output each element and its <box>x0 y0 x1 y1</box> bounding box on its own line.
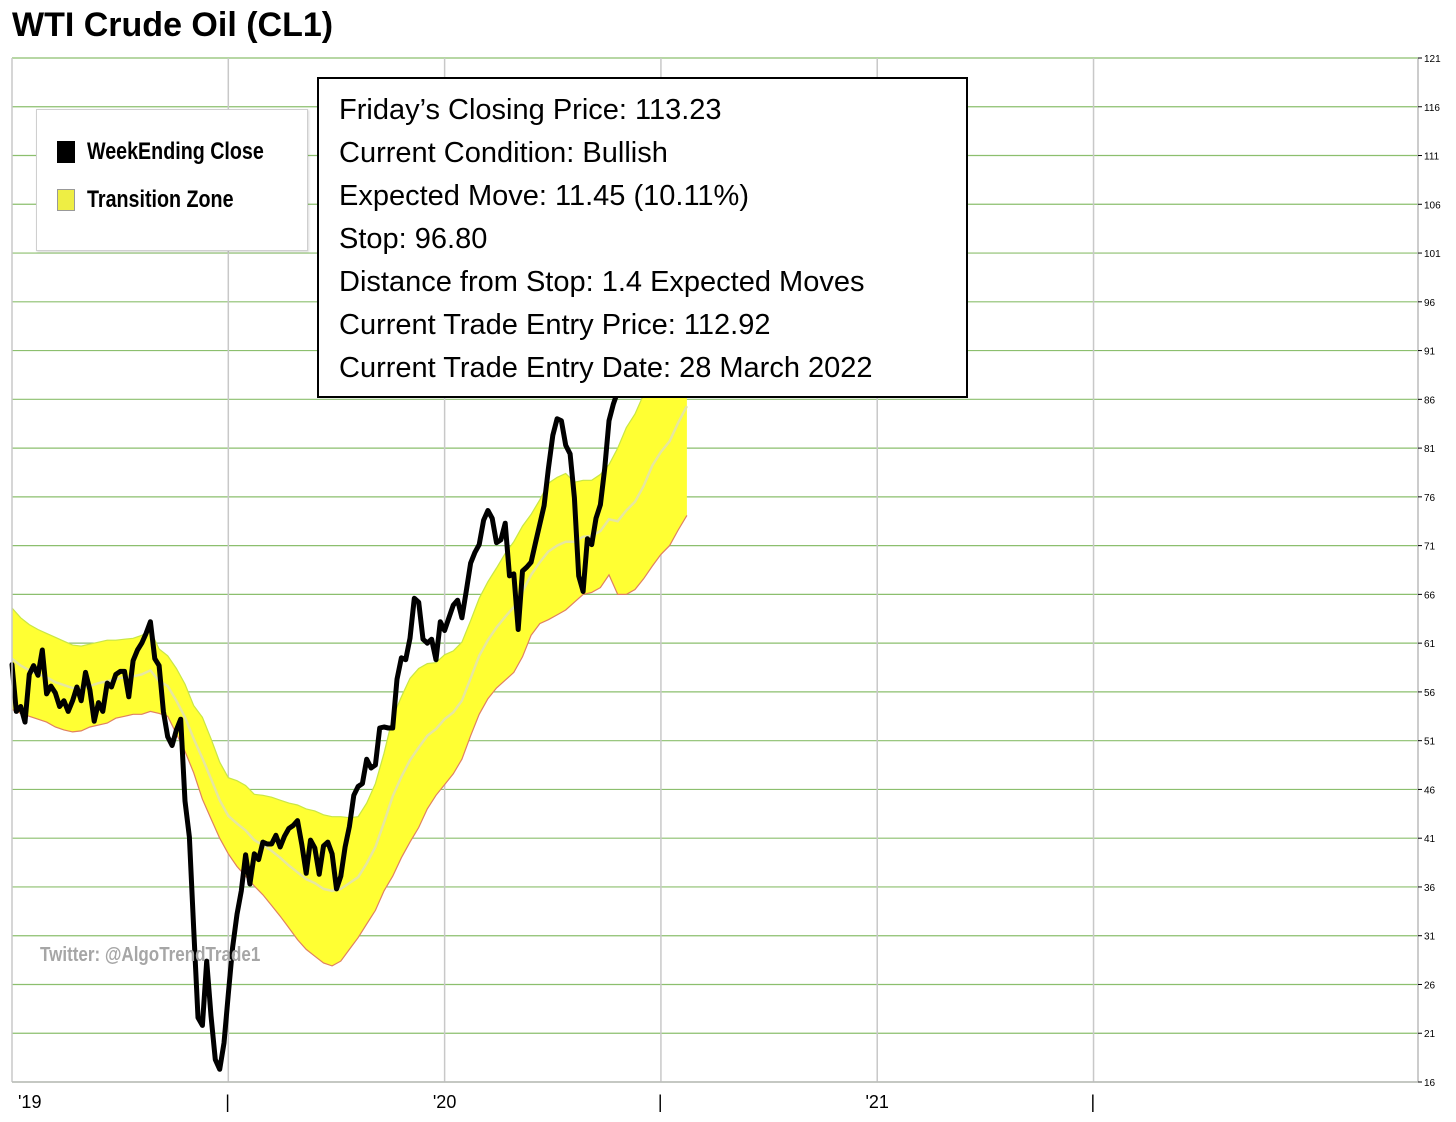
info-current-condition: Current Condition: Bullish <box>339 137 668 169</box>
trade-info-box: Friday’s Closing Price: 113.23 Current C… <box>317 77 968 398</box>
weekending-close-line-group <box>9 107 690 1072</box>
chart-title: WTI Crude Oil (CL1) <box>12 6 334 44</box>
legend-item-weekending-close: WeekEnding Close <box>57 138 303 166</box>
x-tick-label: | <box>1091 1092 1096 1112</box>
x-tick-label: '21 <box>865 1092 888 1112</box>
legend-swatch-yellow <box>57 189 75 211</box>
y-tick-label: 16 <box>1424 1078 1436 1089</box>
twitter-watermark: Twitter: @AlgoTrendTrade1 <box>40 944 261 966</box>
weekending-close-line <box>9 107 690 1072</box>
transition-zone-area <box>12 297 687 966</box>
legend-label: Transition Zone <box>87 186 234 213</box>
y-tick-label: 41 <box>1424 834 1436 845</box>
info-distance-from-stop: Distance from Stop: 1.4 Expected Moves <box>339 266 865 298</box>
transition-zone-lower-edge <box>11 515 688 967</box>
y-tick-label: 36 <box>1424 883 1436 894</box>
transition-zone-band <box>11 297 689 967</box>
x-tick-label: | <box>658 1092 663 1112</box>
y-tick-label: 86 <box>1424 395 1436 406</box>
x-tick-label: | <box>225 1092 230 1112</box>
y-tick-label: 31 <box>1424 932 1436 943</box>
y-tick-label: 101 <box>1424 249 1441 260</box>
chart-legend: WeekEnding Close Transition Zone <box>36 109 308 251</box>
legend-label: WeekEnding Close <box>87 138 264 165</box>
x-tick-label: '19 <box>18 1092 41 1112</box>
y-tick-label: 56 <box>1424 688 1436 699</box>
y-tick-label: 66 <box>1424 590 1436 601</box>
legend-swatch-black <box>57 141 75 163</box>
y-tick-label: 91 <box>1424 347 1436 358</box>
y-tick-label: 51 <box>1424 737 1436 748</box>
y-axis-ticks: 16 21 26 31 36 41 46 51 56 61 66 71 76 81 86 91 96 101 106… <box>1418 54 1441 1089</box>
info-expected-move: Expected Move: 11.45 (10.11%) <box>339 180 749 212</box>
y-tick-label: 116 <box>1424 103 1440 114</box>
info-trade-entry-price: Current Trade Entry Price: 112.92 <box>339 309 771 341</box>
y-tick-label: 46 <box>1424 785 1436 796</box>
y-tick-label: 96 <box>1424 298 1436 309</box>
y-tick-label: 71 <box>1424 542 1436 553</box>
x-tick-label: '20 <box>433 1092 456 1112</box>
y-tick-label: 21 <box>1424 1029 1436 1040</box>
plot-frame <box>11 58 1419 1083</box>
y-tick-label: 111 <box>1424 152 1440 163</box>
legend-item-transition-zone: Transition Zone <box>57 186 266 214</box>
y-tick-label: 76 <box>1424 493 1436 504</box>
info-trade-entry-date: Current Trade Entry Date: 28 March 2022 <box>339 352 873 384</box>
y-tick-label: 26 <box>1424 980 1436 991</box>
x-axis-ticks: '19 | '20 | '21 | <box>18 1092 1095 1112</box>
info-stop: Stop: 96.80 <box>339 223 488 255</box>
info-closing-price: Friday’s Closing Price: 113.23 <box>339 94 722 126</box>
y-tick-label: 81 <box>1424 444 1436 455</box>
y-tick-label: 121 <box>1424 54 1441 65</box>
y-tick-label: 61 <box>1424 639 1436 650</box>
y-tick-label: 106 <box>1424 200 1441 211</box>
